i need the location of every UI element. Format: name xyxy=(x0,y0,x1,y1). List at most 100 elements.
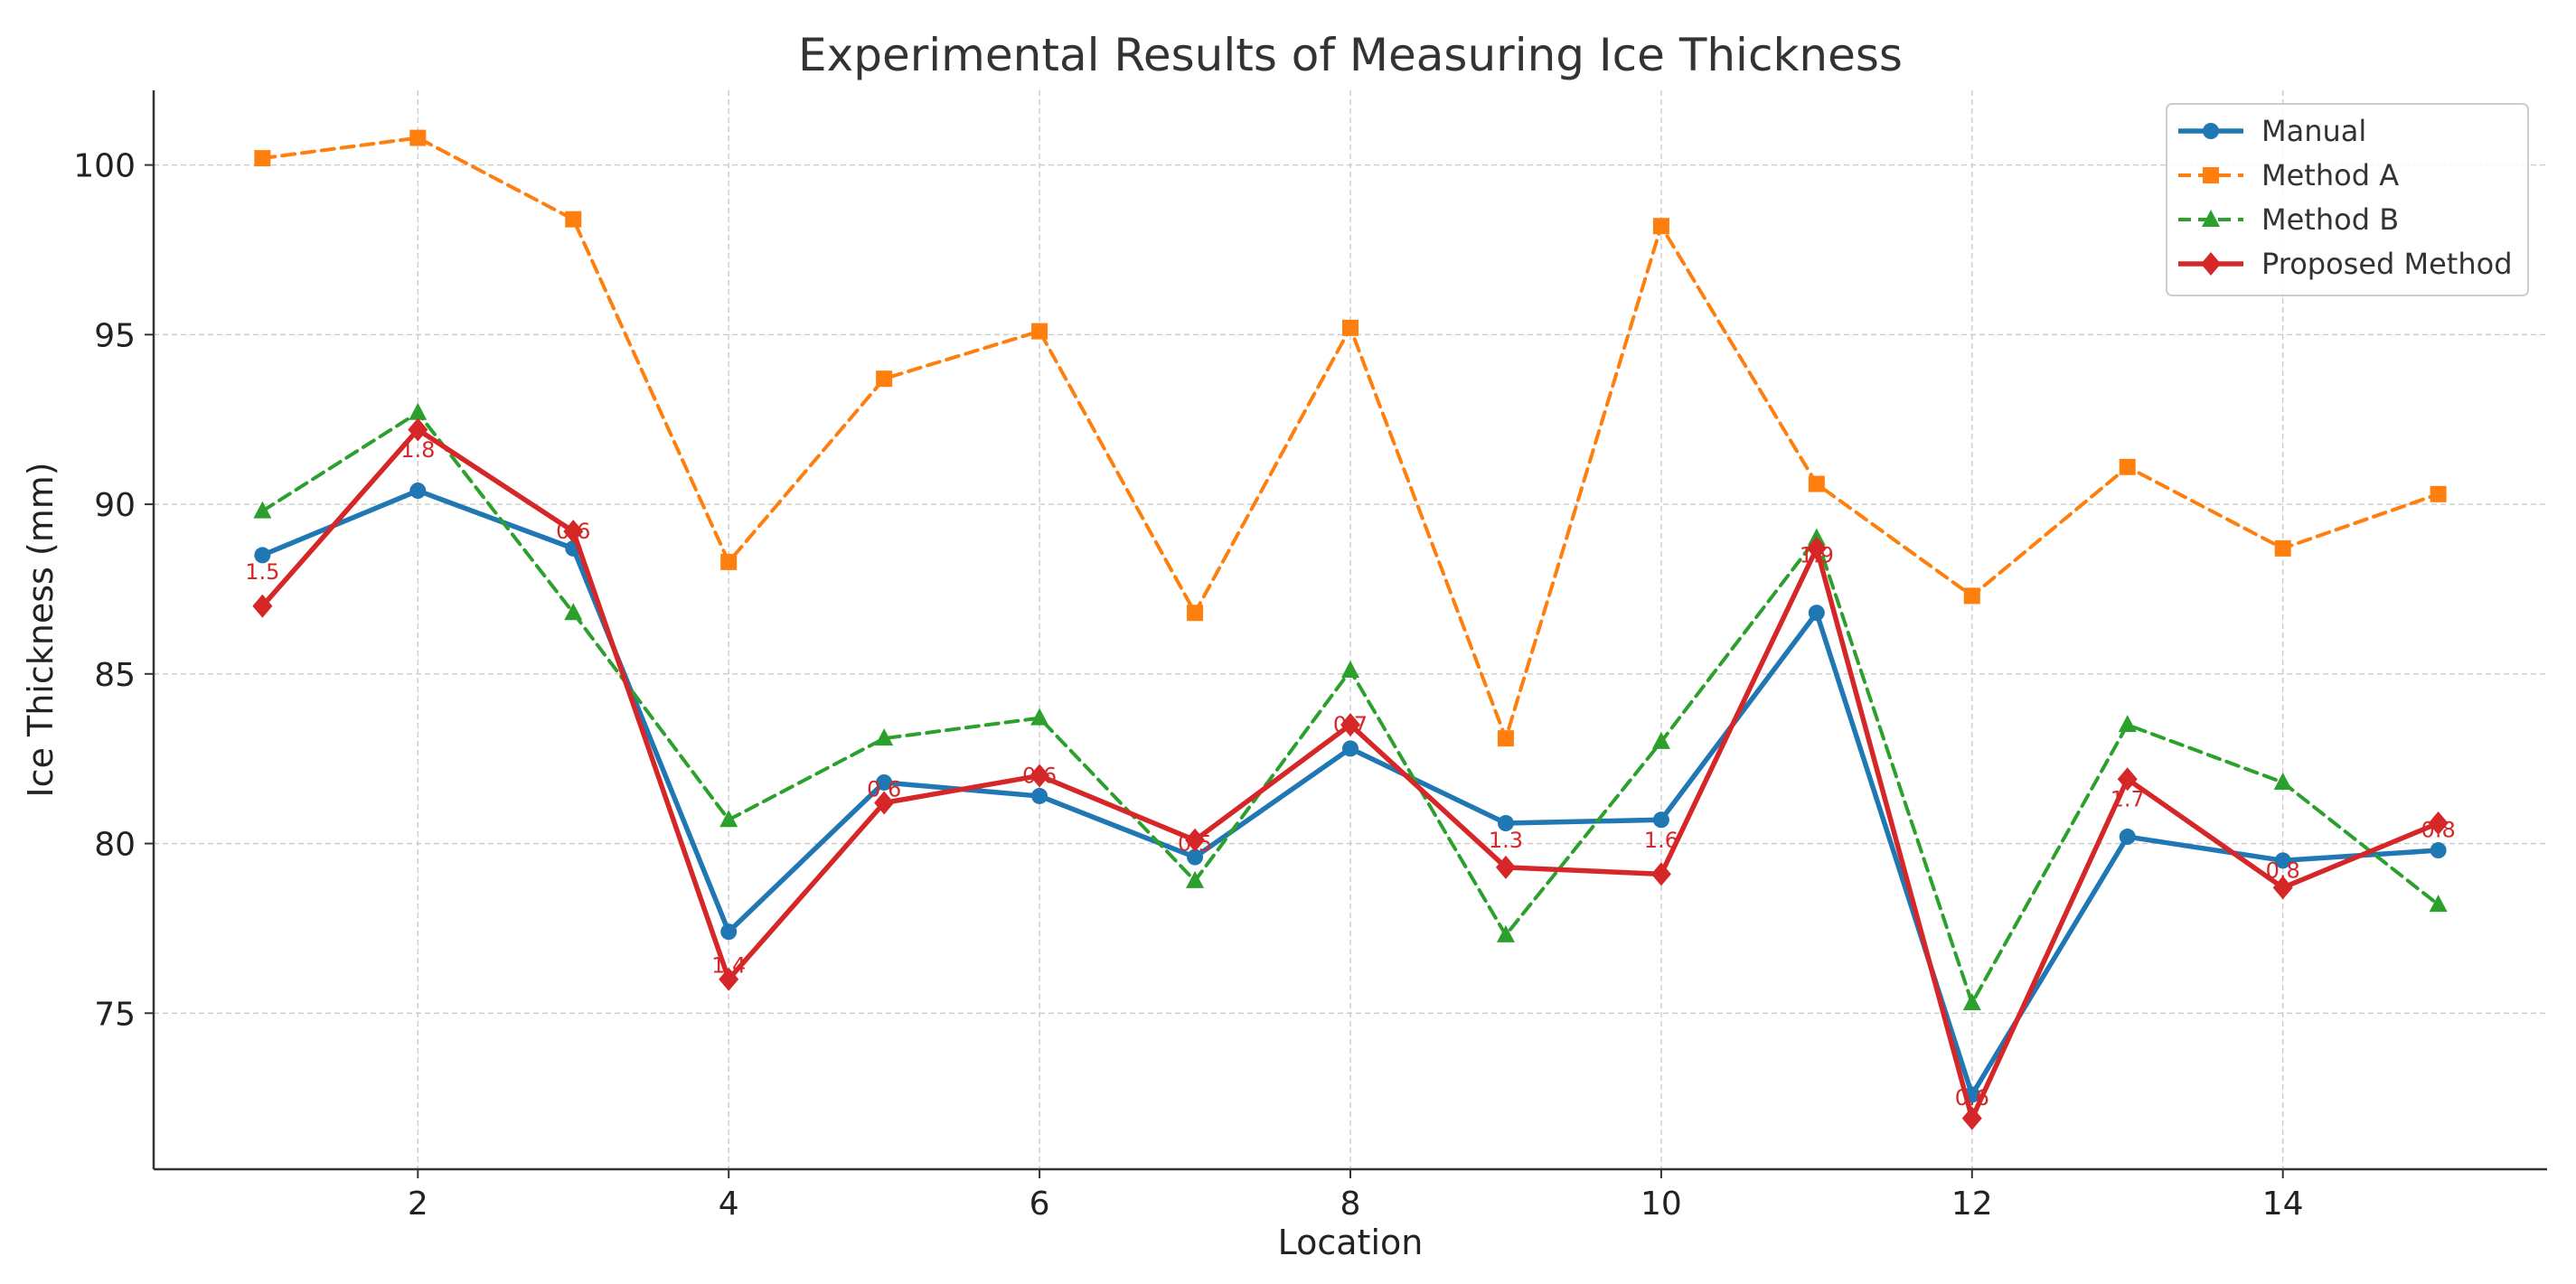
point-method-a xyxy=(1497,730,1514,747)
point-proposed-method xyxy=(1495,855,1516,879)
point-method-a xyxy=(2119,458,2136,475)
legend-frame xyxy=(2166,103,2529,296)
y-axis-title: Ice Thickness (mm) xyxy=(21,462,61,797)
x-tick-label: 2 xyxy=(408,1186,428,1223)
difference-label: 1.3 xyxy=(1489,828,1523,853)
legend-entry-proposed-method: Proposed Method xyxy=(2178,247,2513,281)
point-proposed-method xyxy=(1340,713,1360,737)
point-manual xyxy=(1342,740,1359,757)
point-method-a xyxy=(1342,319,1359,336)
difference-label: 1.8 xyxy=(400,437,435,463)
point-method-a xyxy=(409,129,427,146)
x-axis-title: Location xyxy=(1278,1223,1424,1262)
difference-label: 1.5 xyxy=(245,559,279,585)
y-tick-label: 75 xyxy=(94,996,136,1033)
legend-marker xyxy=(2203,167,2219,183)
point-method-a xyxy=(720,553,738,570)
point-method-b xyxy=(564,603,583,621)
point-method-a xyxy=(1031,323,1048,340)
difference-label: 0.6 xyxy=(867,776,901,801)
difference-label: 0.6 xyxy=(1955,1085,1989,1111)
point-manual xyxy=(1187,848,1204,866)
legend: Manual Method A Method B Proposed Method xyxy=(2166,103,2529,296)
point-method-a xyxy=(1652,218,1669,235)
point-manual xyxy=(876,773,893,791)
ticks: 2 4 6 8 10 12 14 75 80 85 90 95 100 xyxy=(73,148,2303,1223)
point-method-a xyxy=(1963,587,1980,605)
point-method-b xyxy=(253,501,272,519)
point-method-b xyxy=(409,402,428,420)
y-tick-label: 85 xyxy=(94,657,136,694)
point-method-b xyxy=(1962,993,1981,1011)
difference-label: 1.9 xyxy=(1800,542,1834,567)
point-proposed-method xyxy=(874,791,895,815)
difference-label: 0.8 xyxy=(2421,818,2456,843)
y-tick-label: 80 xyxy=(94,827,136,864)
legend-label: Proposed Method xyxy=(2261,247,2513,281)
point-proposed-method xyxy=(1029,764,1050,788)
point-method-b xyxy=(1651,731,1670,749)
legend-entry-method-b: Method B xyxy=(2178,202,2399,237)
series xyxy=(252,129,2449,1130)
x-tick-label: 4 xyxy=(719,1186,739,1223)
x-tick-label: 8 xyxy=(1340,1186,1361,1223)
legend-label: Method A xyxy=(2261,158,2399,192)
point-manual xyxy=(720,923,738,941)
point-method-b xyxy=(1496,924,1515,942)
point-proposed-method xyxy=(1650,862,1671,886)
point-method-b xyxy=(2118,715,2137,733)
point-manual xyxy=(1497,815,1514,832)
difference-label: 0.8 xyxy=(2266,858,2300,884)
point-method-b xyxy=(2429,895,2448,913)
x-tick-label: 6 xyxy=(1029,1186,1050,1223)
point-method-b xyxy=(1030,708,1049,726)
point-manual xyxy=(2430,842,2447,859)
legend-label: Method B xyxy=(2261,202,2399,237)
y-tick-label: 95 xyxy=(94,317,136,354)
point-method-a xyxy=(254,150,271,167)
point-proposed-method xyxy=(408,417,428,442)
difference-label: 0.6 xyxy=(556,519,590,544)
y-tick-label: 90 xyxy=(94,487,136,524)
point-manual xyxy=(2274,852,2291,869)
difference-label: 0.7 xyxy=(1333,712,1368,737)
point-method-a xyxy=(2430,485,2447,502)
point-method-b xyxy=(1341,661,1359,679)
point-proposed-method xyxy=(563,520,584,544)
point-method-a xyxy=(565,211,582,228)
point-method-b xyxy=(2273,772,2292,790)
legend-marker xyxy=(2203,123,2219,139)
difference-label: 1.4 xyxy=(711,953,746,979)
difference-label: 1.7 xyxy=(2111,787,2145,812)
legend-entry-method-a: Method A xyxy=(2178,158,2399,192)
point-method-a xyxy=(2274,539,2291,557)
point-manual xyxy=(1031,787,1048,804)
difference-label: 0.6 xyxy=(1022,763,1057,788)
difference-labels: 1.5 1.8 0.6 1.4 0.6 0.6 0.5 0.7 1.3 1.6 1.9 0.6 1.7 0… xyxy=(245,437,2455,1111)
point-method-a xyxy=(1187,605,1204,622)
point-manual xyxy=(2119,829,2136,846)
x-tick-label: 10 xyxy=(1641,1186,1682,1223)
legend-entry-manual: Manual xyxy=(2178,114,2366,148)
legend-marker xyxy=(2201,252,2221,276)
point-proposed-method xyxy=(2272,876,2293,900)
point-method-a xyxy=(876,370,893,388)
chart-title: Experimental Results of Measuring Ice Th… xyxy=(798,29,1903,81)
series-proposed-method xyxy=(252,417,2449,1130)
legend-label: Manual xyxy=(2261,114,2366,148)
x-tick-label: 12 xyxy=(1951,1186,1993,1223)
legend-marker xyxy=(2202,210,2220,227)
point-proposed-method xyxy=(252,594,273,618)
point-proposed-method xyxy=(1806,536,1827,560)
point-method-a xyxy=(1808,475,1825,492)
x-tick-label: 14 xyxy=(2262,1186,2304,1223)
y-tick-label: 100 xyxy=(73,148,136,185)
point-proposed-method xyxy=(719,967,739,991)
series-method-a xyxy=(254,129,2447,747)
point-method-b xyxy=(1186,870,1205,888)
point-method-b xyxy=(719,810,738,828)
point-proposed-method xyxy=(2428,811,2449,836)
point-proposed-method xyxy=(1185,828,1206,852)
